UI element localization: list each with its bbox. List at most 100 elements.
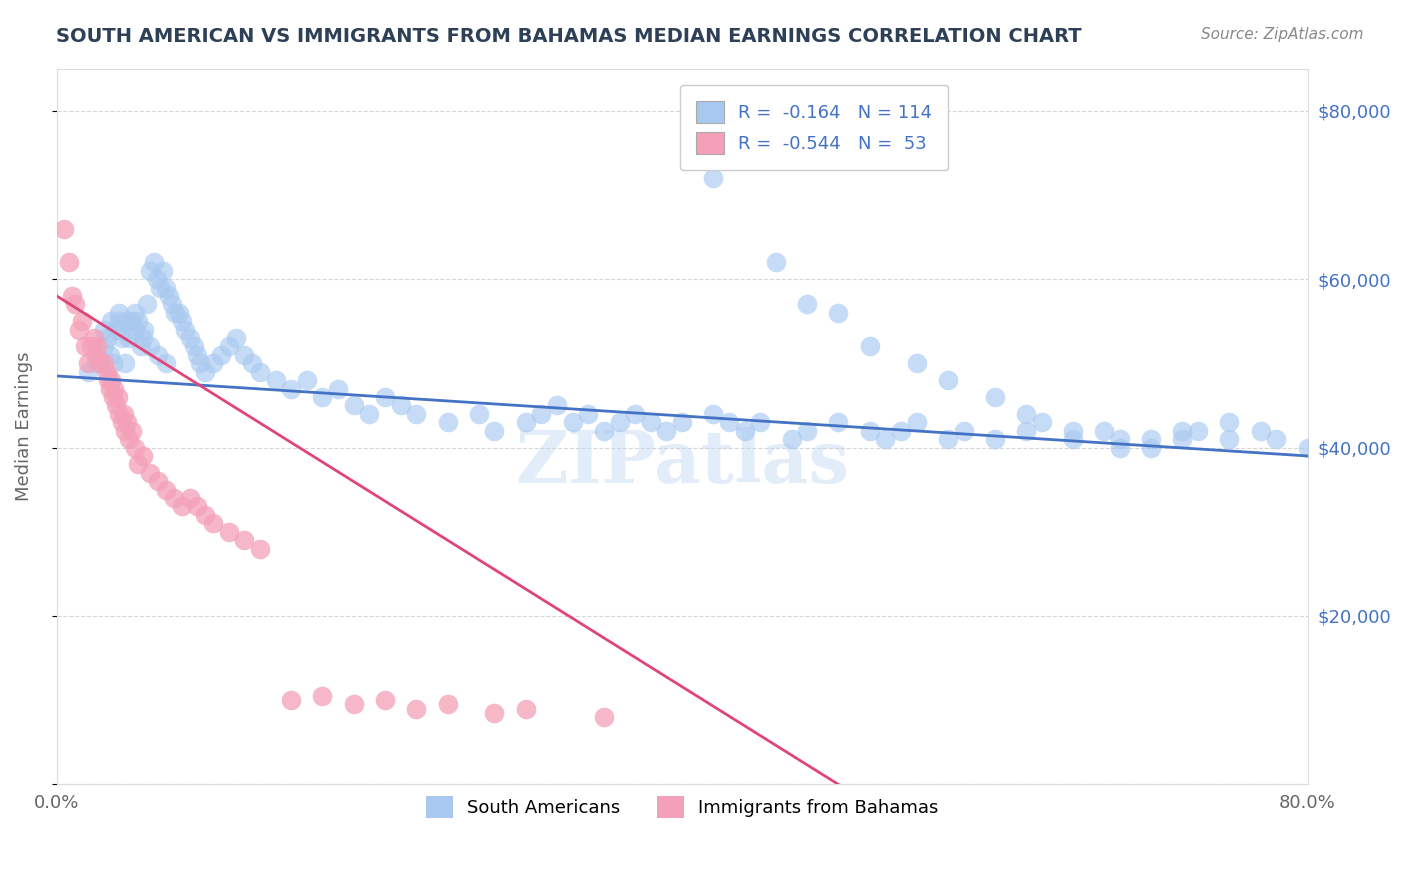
Point [225, 331, 247, 345]
Point [405, 701, 427, 715]
Point [765, 255, 787, 269]
Point [149, 280, 172, 294]
Point [936, 432, 959, 446]
Point [65, 297, 87, 311]
Point [530, 407, 553, 421]
Point [1171, 424, 1194, 438]
Point [1140, 432, 1163, 446]
Point [108, 407, 131, 421]
Point [952, 424, 974, 438]
Point [1187, 424, 1209, 438]
Point [121, 314, 143, 328]
Point [1265, 432, 1288, 446]
Point [1109, 432, 1132, 446]
Text: Source: ZipAtlas.com: Source: ZipAtlas.com [1201, 27, 1364, 42]
Point [155, 280, 177, 294]
Point [233, 533, 256, 548]
Point [139, 339, 162, 353]
Point [105, 399, 128, 413]
Point [1092, 424, 1115, 438]
Point [170, 314, 193, 328]
Point [96, 331, 118, 345]
Point [561, 415, 583, 429]
Point [139, 466, 162, 480]
Point [343, 399, 366, 413]
Point [179, 491, 201, 505]
Point [84, 356, 107, 370]
Point [148, 348, 170, 362]
Point [875, 432, 897, 446]
Point [136, 297, 159, 311]
Point [374, 390, 396, 404]
Point [98, 382, 121, 396]
Point [97, 373, 120, 387]
Point [936, 373, 959, 387]
Point [134, 323, 156, 337]
Point [131, 331, 153, 345]
Point [796, 424, 818, 438]
Point [702, 407, 724, 421]
Point [436, 698, 458, 712]
Point [326, 382, 349, 396]
Point [108, 314, 131, 328]
Point [984, 390, 1007, 404]
Point [114, 424, 136, 438]
Point [749, 415, 772, 429]
Point [112, 407, 135, 421]
Point [129, 339, 152, 353]
Point [374, 693, 396, 707]
Point [593, 710, 616, 724]
Point [1031, 415, 1053, 429]
Point [124, 306, 146, 320]
Point [593, 424, 616, 438]
Point [115, 415, 138, 429]
Point [121, 424, 143, 438]
Point [173, 323, 195, 337]
Point [796, 297, 818, 311]
Point [98, 348, 121, 362]
Point [111, 415, 134, 429]
Point [311, 689, 333, 703]
Point [93, 323, 115, 337]
Point [201, 516, 224, 531]
Point [468, 407, 491, 421]
Point [546, 399, 568, 413]
Point [515, 415, 537, 429]
Point [53, 221, 76, 235]
Point [93, 356, 115, 370]
Point [1015, 407, 1038, 421]
Point [163, 491, 186, 505]
Point [280, 382, 302, 396]
Point [183, 339, 205, 353]
Point [827, 415, 849, 429]
Point [155, 356, 177, 370]
Point [89, 356, 111, 370]
Point [484, 706, 506, 720]
Point [100, 373, 122, 387]
Point [115, 314, 138, 328]
Point [83, 331, 105, 345]
Point [859, 339, 882, 353]
Point [905, 415, 928, 429]
Point [1218, 432, 1240, 446]
Point [655, 424, 678, 438]
Point [827, 306, 849, 320]
Point [1296, 441, 1319, 455]
Point [58, 255, 80, 269]
Point [86, 339, 108, 353]
Point [157, 289, 180, 303]
Point [67, 323, 90, 337]
Point [101, 390, 124, 404]
Point [124, 323, 146, 337]
Point [190, 356, 212, 370]
Point [671, 415, 693, 429]
Point [155, 483, 177, 497]
Point [233, 348, 256, 362]
Point [70, 314, 93, 328]
Point [311, 390, 333, 404]
Point [124, 441, 146, 455]
Point [1015, 424, 1038, 438]
Point [264, 373, 287, 387]
Point [80, 339, 103, 353]
Point [194, 365, 217, 379]
